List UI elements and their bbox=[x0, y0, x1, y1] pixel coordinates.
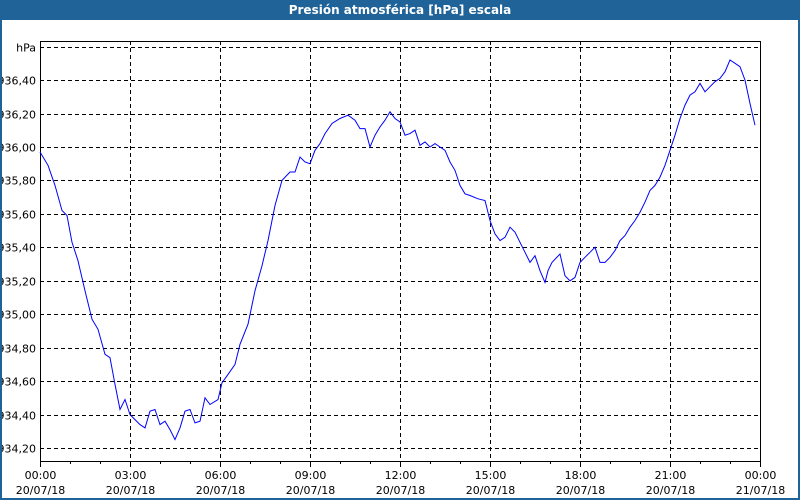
x-tick-date: 20/07/18 bbox=[196, 484, 245, 497]
x-tick-date: 20/07/18 bbox=[106, 484, 155, 497]
x-tick-date: 21/07/18 bbox=[736, 484, 785, 497]
y-tick-label: 934,40 bbox=[0, 410, 36, 423]
y-tick-label: 936,20 bbox=[0, 109, 36, 122]
y-tick-label: 935,00 bbox=[0, 309, 36, 322]
x-tick-time: 09:00 bbox=[295, 469, 327, 482]
window-title: Presión atmosférica [hPa] escala bbox=[2, 0, 798, 20]
x-tick-date: 20/07/18 bbox=[466, 484, 515, 497]
y-tick-label: 934,80 bbox=[0, 343, 36, 356]
x-tick-time: 15:00 bbox=[475, 469, 507, 482]
x-tick-date: 20/07/18 bbox=[286, 484, 335, 497]
x-tick-time: 21:00 bbox=[655, 469, 687, 482]
y-tick-label: 936,40 bbox=[0, 75, 36, 88]
plot-frame bbox=[40, 41, 761, 462]
x-tick-time: 03:00 bbox=[115, 469, 147, 482]
x-tick-time: 00:00 bbox=[25, 469, 57, 482]
x-tick-date: 20/07/18 bbox=[646, 484, 695, 497]
pressure-series-line bbox=[39, 59, 756, 441]
x-tick-time: 18:00 bbox=[565, 469, 597, 482]
x-tick-time: 06:00 bbox=[205, 469, 237, 482]
x-tick-date: 20/07/18 bbox=[16, 484, 65, 497]
x-tick-time: 00:00 bbox=[745, 469, 777, 482]
x-tick-time: 12:00 bbox=[385, 469, 417, 482]
y-tick-label: 935,80 bbox=[0, 175, 36, 188]
y-tick-label: 934,20 bbox=[0, 443, 36, 456]
x-tick-date: 20/07/18 bbox=[376, 484, 425, 497]
x-tick-date: 20/07/18 bbox=[556, 484, 605, 497]
y-tick-label: 935,40 bbox=[0, 242, 36, 255]
y-tick-label: 935,20 bbox=[0, 276, 36, 289]
y-tick-label: 935,60 bbox=[0, 209, 36, 222]
y-tick-label: 934,60 bbox=[0, 376, 36, 389]
y-tick-label: 936,00 bbox=[0, 142, 36, 155]
y-tick-label: hPa bbox=[16, 42, 36, 55]
